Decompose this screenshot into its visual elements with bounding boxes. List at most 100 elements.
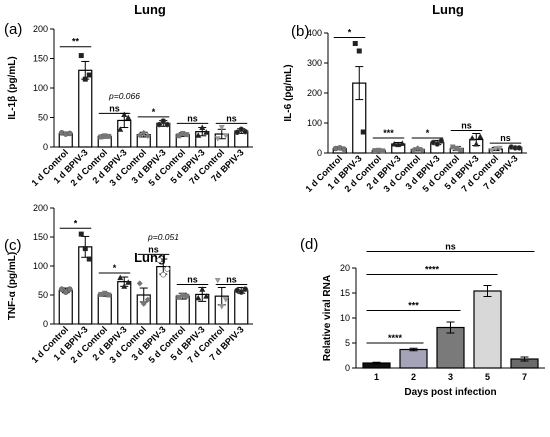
data-point: [102, 133, 108, 139]
data-point: [242, 286, 249, 293]
y-axis-label: Relative viral RNA: [322, 275, 333, 361]
data-point: [106, 133, 112, 139]
significance-label: ns: [226, 113, 237, 123]
y-tick-label: 5: [345, 338, 350, 348]
data-point: [356, 48, 362, 54]
data-point: [372, 148, 378, 154]
significance-label: ns: [461, 121, 472, 131]
data-point: [66, 286, 73, 293]
data-point: [458, 147, 464, 153]
data-point: [164, 266, 171, 272]
y-tick-label: 0: [345, 363, 350, 373]
data-point: [144, 296, 151, 303]
y-tick-label: 20: [340, 263, 350, 273]
data-point: [86, 256, 92, 262]
data-point: [164, 121, 171, 128]
significance-label: p=0.066: [108, 91, 140, 101]
data-point: [218, 125, 225, 131]
significance-label: ns: [445, 242, 456, 252]
data-point: [450, 144, 456, 150]
y-tick-label: 50: [38, 113, 48, 123]
data-point: [117, 126, 124, 132]
data-point: [176, 294, 182, 300]
data-point: [454, 146, 460, 151]
data-point: [195, 294, 202, 301]
significance-label: *: [152, 107, 156, 117]
y-tick-label: 100: [307, 118, 322, 128]
data-point: [488, 148, 495, 154]
data-point: [180, 130, 186, 136]
data-point: [352, 41, 358, 46]
data-point: [418, 147, 425, 153]
data-point: [360, 129, 366, 135]
significance-label: ns: [187, 113, 198, 123]
data-point: [62, 289, 69, 295]
data-point: [214, 136, 221, 142]
data-point: [184, 293, 190, 299]
data-point: [496, 145, 503, 152]
significance-label: *: [113, 263, 117, 273]
y-tick-label: 0: [317, 148, 322, 158]
chart-title: Lung: [134, 2, 166, 17]
x-tick-label: 1: [374, 372, 379, 382]
significance-label: p=0.051: [147, 232, 179, 242]
data-point: [222, 297, 229, 303]
y-tick-label: 100: [33, 83, 48, 93]
significance-label: *: [426, 128, 430, 138]
data-point: [156, 257, 163, 264]
data-point: [121, 111, 128, 118]
significance-label: ****: [425, 265, 440, 275]
data-point: [140, 300, 147, 307]
data-point: [199, 286, 206, 292]
data-point: [58, 286, 65, 293]
data-point: [102, 290, 108, 296]
data-point: [78, 231, 84, 237]
y-axis-label: IL-1β (pg/mL): [7, 56, 18, 119]
data-point: [469, 135, 476, 141]
panel-d: (d) 0 5 10 15 20 Relative viral RNA 1 2 3 5 7 Days p…: [300, 236, 545, 398]
significance-label: ns: [109, 103, 120, 113]
y-tick-label: 200: [33, 203, 48, 213]
y-tick-label: 15: [340, 288, 350, 298]
y-axis-label: TNF-α (pg/mL): [7, 252, 18, 320]
panel-label: (c): [4, 237, 22, 254]
data-point: [203, 293, 210, 299]
significance-label: *: [74, 218, 78, 228]
data-point: [125, 114, 132, 120]
y-tick-label: 10: [340, 313, 350, 323]
x-tick-label: 7: [522, 372, 527, 382]
significance-label: ns: [148, 244, 159, 254]
significance-label: ****: [388, 333, 403, 343]
panel-label: (a): [4, 21, 22, 38]
bar: [473, 290, 502, 369]
data-point: [156, 121, 163, 128]
data-point: [106, 292, 112, 298]
y-tick-label: 0: [43, 319, 48, 329]
data-point: [140, 129, 147, 136]
data-point: [234, 129, 241, 136]
data-point: [199, 124, 206, 131]
data-point: [391, 141, 398, 147]
data-point: [176, 133, 182, 139]
data-point: [242, 128, 249, 135]
bar: [58, 289, 73, 325]
significance-label: **: [72, 37, 80, 47]
data-point: [516, 145, 523, 151]
significance-label: ***: [408, 301, 419, 311]
significance-label: ns: [500, 133, 511, 143]
bar: [175, 295, 190, 325]
data-point: [82, 76, 88, 82]
significance-label: ns: [187, 275, 198, 285]
chart-title: Lung: [432, 2, 464, 17]
data-point: [238, 289, 245, 295]
data-point: [86, 72, 92, 78]
y-tick-label: 200: [33, 24, 48, 34]
x-axis-label: Days post infection: [404, 387, 496, 398]
data-point: [66, 130, 73, 137]
data-point: [98, 134, 104, 140]
x-tick-label: 5: [485, 372, 490, 382]
bar: [78, 69, 93, 148]
significance-label: ***: [383, 128, 394, 138]
